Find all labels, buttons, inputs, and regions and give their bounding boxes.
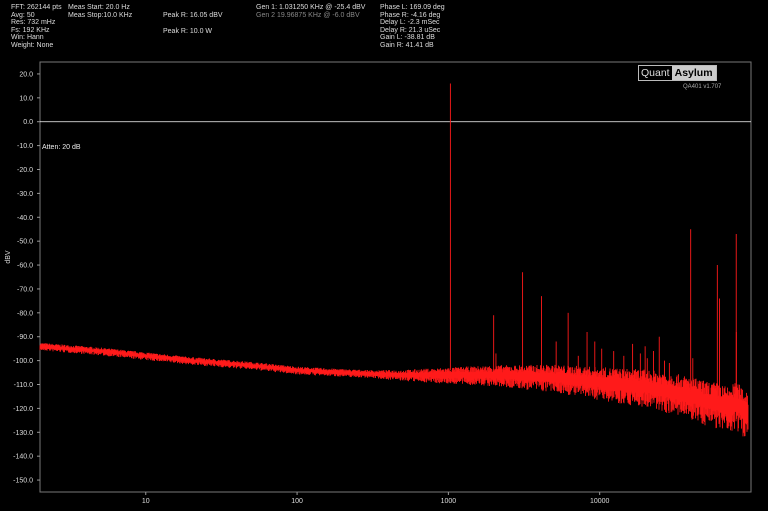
delay-l-text: Delay L: -2.3 mSec [380,19,440,27]
fft-points-text: FFT: 262144 pts [11,4,62,11]
x-tick-label: 1000 [441,498,457,505]
y-axis-label: dBV [5,250,12,264]
plot-frame [39,61,752,493]
y-tick-label: -80.0 [17,310,33,317]
y-tick-label: -10.0 [17,143,33,150]
resolution-text: Res: 732 mHz [11,19,56,27]
window-text: Win: Hann [11,34,44,42]
gain-l-text: Gain L: -38.81 dB [380,34,435,42]
header-col-peak: Peak R: 16.05 dBV Peak R: 10.0 W [163,12,223,35]
noise-floor-trace [39,343,749,437]
y-tick-label: -100.0 [13,358,33,365]
y-tick-label: -70.0 [17,286,33,293]
y-tick-label: -140.0 [13,454,33,461]
averages-text: Avg: 50 [11,11,35,19]
delay-r-text: Delay R: 21.3 uSec [380,26,441,34]
x-tick-label: 10000 [590,498,610,505]
header-col-meas: Meas Start: 20.0 Hz Meas Stop:10.0 KHz [68,4,132,19]
y-tick-label: -150.0 [13,478,33,485]
weighting-text: Weight: None [11,41,54,49]
phase-r-text: Phase R: -4.16 deg [380,11,441,19]
y-tick-label: -120.0 [13,406,33,413]
x-tick-label: 100 [291,498,303,505]
y-tick-label: 20.0 [19,71,33,78]
y-tick-label: 0.0 [23,119,33,126]
gen2-text: Gen 2 19.96875 KHz @ -6.0 dBV [256,11,360,19]
logo-part1: Quant [639,66,672,80]
y-tick-label: -50.0 [17,239,33,246]
peak-watts-text: Peak R: 10.0 W [163,27,213,35]
y-tick-label: -40.0 [17,215,33,222]
meas-start-text: Meas Start: 20.0 Hz [68,4,130,11]
y-tick-label: -130.0 [13,430,33,437]
sample-rate-text: Fs: 192 KHz [11,26,50,34]
peak-dbv-text: Peak R: 16.05 dBV [163,12,223,19]
quantasylum-logo: Quant Asylum [638,65,717,81]
y-tick-label: -30.0 [17,191,33,198]
y-tick-label: -110.0 [14,382,33,389]
gen1-text: Gen 1: 1.031250 KHz @ -25.4 dBV [256,4,366,11]
logo-part2: Asylum [671,66,716,80]
gain-r-text: Gain R: 41.41 dB [380,41,434,49]
y-tick-label: -90.0 [17,334,33,341]
version-text: QA401 v1.707 [683,84,722,90]
y-tick-label: -60.0 [17,263,33,270]
header-col-phase: Phase L: 169.09 deg Phase R: -4.16 deg D… [380,4,445,50]
x-tick-label: 10 [142,498,150,505]
y-tick-label: -20.0 [17,167,33,174]
header-col-fft: FFT: 262144 pts Avg: 50 Res: 732 mHz Fs:… [11,4,62,50]
header-col-gen: Gen 1: 1.031250 KHz @ -25.4 dBV Gen 2 19… [256,4,365,19]
attenuation-label: Atten: 20 dB [42,144,81,151]
phase-l-text: Phase L: 169.09 deg [380,4,445,11]
meas-stop-text: Meas Stop:10.0 KHz [68,11,133,19]
y-tick-label: 10.0 [19,95,33,102]
